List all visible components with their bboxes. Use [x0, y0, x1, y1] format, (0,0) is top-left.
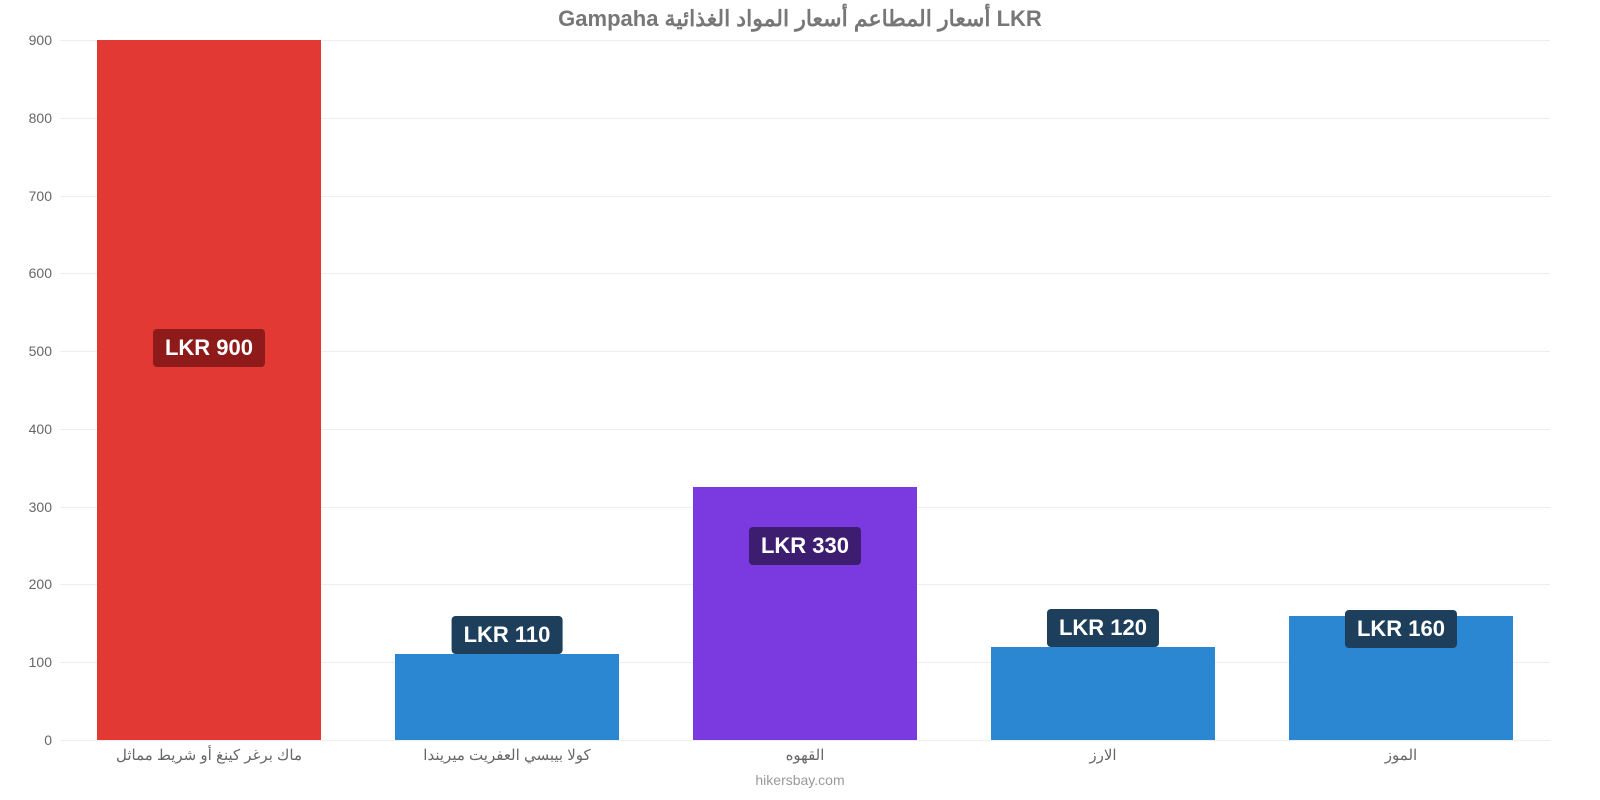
bar — [991, 647, 1215, 740]
chart-title: Gampaha أسعار المطاعم أسعار المواد الغذا… — [0, 6, 1600, 32]
bar-value-label: LKR 110 — [452, 616, 563, 654]
y-axis-tick: 300 — [12, 499, 52, 515]
y-axis-tick: 100 — [12, 654, 52, 670]
x-axis-tick: ماك برغر كينغ أو شريط مماثل — [116, 746, 302, 764]
x-axis-tick: كولا بيبسي العفريت ميريندا — [423, 746, 590, 764]
price-chart: Gampaha أسعار المطاعم أسعار المواد الغذا… — [0, 0, 1600, 800]
bar-value-label: LKR 330 — [749, 527, 861, 565]
bar — [693, 487, 917, 740]
y-axis-tick: 200 — [12, 576, 52, 592]
bar — [395, 654, 619, 740]
bar-value-label: LKR 160 — [1345, 610, 1457, 648]
y-axis-tick: 400 — [12, 421, 52, 437]
plot-area: 0100200300400500600700800900LKR 900ماك ب… — [60, 40, 1550, 740]
y-axis-tick: 800 — [12, 110, 52, 126]
credit-text: hikersbay.com — [0, 772, 1600, 788]
bar-value-label: LKR 120 — [1047, 609, 1159, 647]
y-axis-tick: 500 — [12, 343, 52, 359]
y-axis-tick: 700 — [12, 188, 52, 204]
y-axis-tick: 600 — [12, 265, 52, 281]
x-axis-tick: القهوه — [786, 746, 825, 764]
y-axis-tick: 0 — [12, 732, 52, 748]
y-axis-tick: 900 — [12, 32, 52, 48]
x-axis-tick: الارز — [1089, 746, 1116, 764]
x-axis-tick: الموز — [1385, 746, 1417, 764]
grid-line — [60, 740, 1550, 741]
bar — [97, 40, 321, 740]
bar-value-label: LKR 900 — [153, 329, 265, 367]
